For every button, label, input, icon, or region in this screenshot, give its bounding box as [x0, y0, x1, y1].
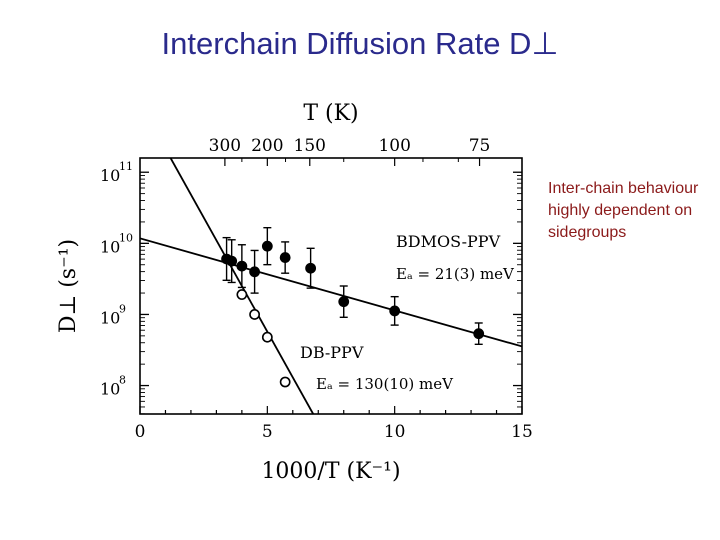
x-tick-label: 10: [384, 422, 406, 442]
top-tick-label: 300: [209, 136, 241, 156]
top-tick-label: 150: [294, 136, 326, 156]
data-point: [389, 305, 401, 317]
y-tick-label-exponent: 9: [119, 302, 126, 315]
data-point: [279, 252, 291, 263]
x-axis-title: 1000/T (K⁻¹): [261, 459, 400, 484]
slide-title: Interchain Diffusion Rate D⊥: [161, 26, 559, 61]
series-name: DB-PPV: [300, 343, 364, 362]
y-tick-label-exponent: 11: [119, 160, 133, 173]
data-point: [338, 296, 350, 308]
data-point: [249, 309, 260, 320]
data-point: [261, 240, 273, 252]
slide-note: Inter-chain behaviour highly dependent o…: [548, 180, 699, 241]
data-point: [236, 260, 248, 272]
data-point: [473, 328, 485, 340]
y-tick-label: 10: [100, 166, 120, 185]
y-tick-label-exponent: 10: [119, 231, 133, 244]
data-point: [261, 331, 273, 343]
y-tick-label: 10: [100, 237, 120, 256]
x-tick-label: 0: [135, 422, 146, 442]
x-tick-label: 15: [511, 422, 533, 442]
data-point: [236, 289, 248, 300]
y-tick-label-exponent: 8: [119, 374, 126, 387]
series-annotation: Eₐ = 21(3) meV: [396, 265, 515, 283]
fit-line: [140, 237, 522, 348]
top-tick-label: 75: [469, 136, 491, 156]
top-tick-label: 100: [378, 136, 410, 156]
y-tick-label: 10: [100, 308, 120, 327]
series-name: BDMOS-PPV: [396, 232, 501, 251]
x-tick-label: 5: [262, 422, 273, 442]
top-axis-title: T (K): [303, 101, 358, 126]
top-tick-label: 200: [251, 136, 283, 156]
y-tick-label: 10: [100, 380, 120, 399]
series-annotation: Eₐ = 130(10) meV: [316, 375, 454, 393]
data-point: [305, 262, 317, 274]
data-point: [249, 266, 260, 278]
plot-frame: [139, 157, 523, 415]
y-axis-title: D⊥ (s⁻¹): [56, 239, 81, 333]
data-point: [279, 376, 291, 388]
data-point: [226, 255, 238, 267]
